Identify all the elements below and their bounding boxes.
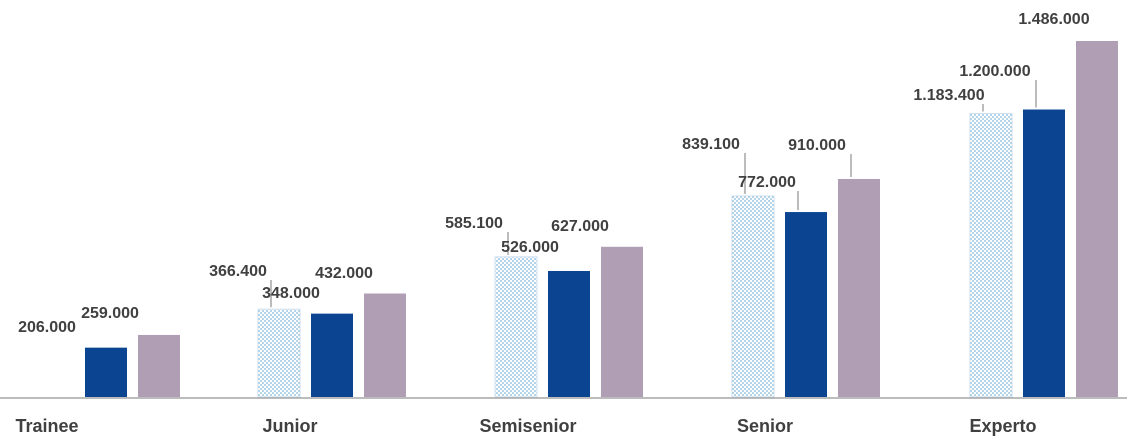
data-label: 206.000	[18, 319, 76, 336]
bar-s3-experto	[1076, 41, 1118, 397]
data-label: 910.000	[788, 137, 846, 154]
x-tick-label: Experto	[969, 416, 1036, 436]
data-label: 348.000	[262, 285, 320, 302]
data-label: 259.000	[81, 305, 139, 322]
bar-s2-trainee	[85, 347, 127, 397]
data-labels-layer: 366.400 585.100 839.100 1.183.400 206.000 348…	[18, 11, 1090, 336]
bar-s1-semisenior	[494, 256, 538, 398]
data-label: 1.486.000	[1018, 11, 1089, 28]
data-label: 627.000	[551, 218, 609, 235]
bars-layer	[85, 41, 1118, 398]
bar-s2-experto	[1023, 109, 1065, 398]
bar-s3-senior	[838, 178, 880, 397]
x-tick-label: Trainee	[15, 416, 78, 436]
data-label: 839.100	[682, 136, 740, 153]
data-label: 1.200.000	[959, 63, 1030, 80]
data-label: 772.000	[738, 174, 796, 191]
bar-s1-experto	[969, 112, 1013, 398]
bar-s3-junior	[364, 293, 406, 397]
data-label: 432.000	[315, 265, 373, 282]
bar-s1-junior	[257, 308, 301, 398]
bar-s2-semisenior	[548, 270, 590, 397]
x-tick-label: Semisenior	[479, 416, 576, 436]
bar-s1-senior	[731, 195, 775, 398]
leader-lines-layer	[270, 80, 1037, 308]
data-label: 366.400	[209, 263, 267, 280]
bar-s2-junior	[311, 313, 353, 397]
bar-s3-trainee	[138, 334, 180, 397]
bar-s2-senior	[785, 212, 827, 397]
bar-s3-semisenior	[601, 246, 643, 397]
x-tick-label: Junior	[262, 416, 317, 436]
data-label: 585.100	[445, 215, 503, 232]
x-tick-label: Senior	[737, 416, 793, 436]
data-label: 526.000	[501, 239, 559, 256]
data-label: 1.183.400	[913, 87, 984, 104]
x-tick-labels-layer: Trainee Junior Semisenior Senior Experto	[15, 416, 1036, 436]
